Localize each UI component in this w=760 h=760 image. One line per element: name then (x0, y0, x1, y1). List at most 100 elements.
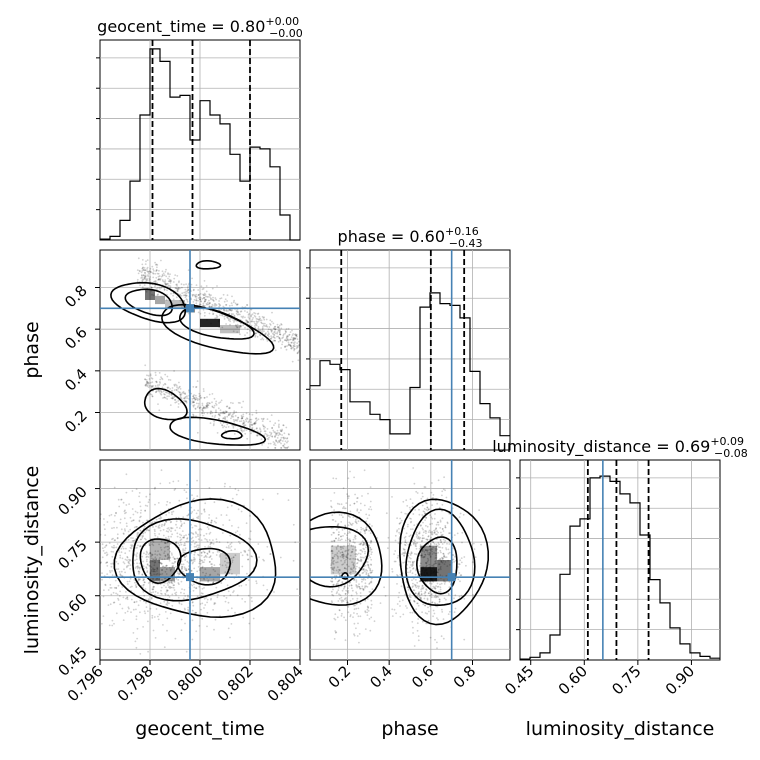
sample-point (162, 528, 165, 531)
sample-point (335, 548, 338, 550)
sample-point (247, 594, 250, 597)
sample-point (411, 502, 414, 505)
sample-point (201, 617, 204, 620)
sample-point (440, 582, 443, 585)
sample-point (289, 345, 292, 348)
sample-point (366, 563, 369, 566)
sample-point (150, 555, 153, 557)
sample-point (158, 524, 161, 527)
sample-point (344, 550, 347, 553)
sample-point (139, 270, 141, 273)
sample-point (368, 529, 370, 532)
sample-point (274, 447, 276, 449)
sample-point (139, 505, 142, 508)
sample-point (398, 600, 401, 603)
sample-point (141, 573, 144, 576)
sample-point (206, 611, 209, 614)
sample-point (183, 542, 186, 545)
sample-point (363, 529, 366, 532)
sample-point (160, 589, 162, 592)
sample-point (178, 601, 181, 604)
sample-point (286, 339, 289, 341)
sample-point (330, 566, 332, 569)
sample-point (152, 276, 155, 279)
sample-point (270, 337, 272, 340)
sample-point (209, 556, 212, 558)
sample-point (177, 289, 179, 291)
sample-point (445, 556, 448, 559)
sample-point (379, 602, 382, 604)
sample-point (141, 259, 144, 261)
sample-point (266, 588, 269, 591)
sample-point (267, 330, 269, 333)
sample-point (175, 401, 178, 403)
sample-point (156, 294, 159, 296)
sample-point (193, 556, 196, 559)
sample-point (442, 560, 445, 562)
sample-point (210, 521, 213, 524)
sample-point (370, 548, 373, 551)
sample-point (177, 390, 180, 393)
sample-point (167, 527, 170, 529)
sample-point (213, 420, 216, 423)
sample-point (149, 544, 151, 547)
sample-point (154, 384, 157, 387)
sample-point (441, 561, 444, 564)
sample-point (226, 410, 228, 413)
sample-point (423, 486, 426, 488)
sample-point (103, 518, 105, 520)
sample-point (234, 531, 237, 534)
sample-point (254, 325, 256, 327)
sample-point (262, 322, 265, 325)
sample-point (218, 300, 221, 302)
sample-point (352, 541, 355, 543)
sample-point (185, 540, 188, 543)
sample-point (165, 283, 168, 286)
sample-point (232, 426, 235, 429)
sample-point (334, 631, 337, 634)
sample-point (437, 521, 440, 524)
sample-point (254, 336, 257, 338)
sample-point (178, 583, 180, 586)
sample-point (439, 591, 442, 593)
sample-point (296, 338, 299, 341)
sample-point (195, 299, 198, 302)
sample-point (344, 592, 347, 595)
sample-point (178, 544, 181, 547)
sample-point (350, 584, 353, 587)
sample-point (255, 580, 258, 583)
sample-point (236, 326, 239, 329)
sample-point (448, 586, 451, 589)
sample-point (207, 545, 210, 548)
sample-point (364, 610, 367, 613)
sample-point (433, 531, 436, 534)
sample-point (154, 534, 157, 537)
sample-point (226, 541, 229, 544)
sample-point (191, 562, 194, 565)
sample-point (448, 543, 451, 545)
sample-point (280, 327, 283, 330)
sample-point (281, 341, 284, 343)
sample-point (330, 527, 333, 530)
sample-point (347, 578, 349, 581)
sample-point (256, 435, 259, 437)
sample-point (208, 312, 211, 315)
sample-point (425, 549, 428, 552)
sample-point (347, 477, 350, 480)
sample-point (171, 511, 173, 514)
sample-point (279, 439, 282, 442)
sample-point (129, 577, 132, 580)
sample-point (276, 323, 279, 326)
sample-point (205, 290, 208, 293)
sample-point (163, 600, 166, 603)
sample-point (212, 424, 215, 427)
sample-point (236, 594, 239, 597)
sample-point (200, 551, 203, 554)
sample-point (333, 540, 336, 543)
sample-point (147, 598, 150, 601)
sample-point (427, 535, 430, 537)
sample-point (232, 301, 235, 304)
sample-point (208, 561, 211, 563)
sample-point (117, 584, 120, 587)
sample-point (287, 327, 290, 330)
